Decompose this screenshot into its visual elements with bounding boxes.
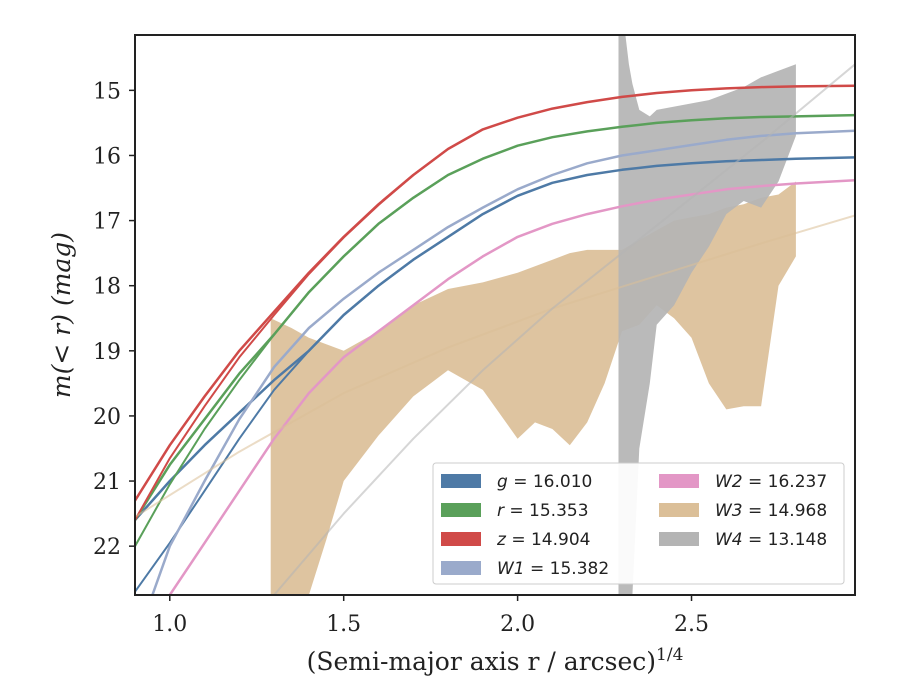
legend-swatch-w4 bbox=[659, 532, 699, 546]
y-tick-label: 18 bbox=[93, 275, 121, 300]
legend-label-r: r = 15.353 bbox=[497, 501, 589, 521]
curve-w3 bbox=[135, 214, 855, 518]
curve-w2 bbox=[168, 178, 855, 595]
legend-label-w4: W4 = 13.148 bbox=[715, 530, 827, 550]
x-tick-label: 2.0 bbox=[500, 612, 535, 637]
legend-swatch-g bbox=[441, 474, 481, 488]
legend-swatch-w3 bbox=[659, 503, 699, 517]
y-tick-label: 16 bbox=[93, 144, 121, 169]
x-tick-label: 1.5 bbox=[326, 612, 361, 637]
legend-swatch-w1 bbox=[441, 561, 481, 575]
x-axis-label: (Semi-major axis r / arcsec)1/4 bbox=[307, 645, 684, 676]
y-tick-label: 22 bbox=[93, 535, 121, 560]
y-tick-label: 17 bbox=[93, 210, 121, 235]
legend-swatch-w2 bbox=[659, 474, 699, 488]
legend-box bbox=[432, 462, 845, 585]
x-tick-label: 1.0 bbox=[152, 612, 187, 637]
curve-z bbox=[135, 84, 855, 502]
legend-swatch-z bbox=[441, 532, 481, 546]
legend-label-z: z = 14.904 bbox=[496, 530, 590, 550]
y-tick-label: 15 bbox=[93, 79, 121, 104]
plot-frame bbox=[134, 34, 856, 596]
curve-r bbox=[135, 113, 855, 521]
curve-w4 bbox=[273, 63, 855, 595]
band-w4 bbox=[618, 35, 796, 595]
y-tick-label: 20 bbox=[93, 405, 121, 430]
curve-w1 bbox=[151, 129, 855, 595]
legend-label-w2: W2 = 16.237 bbox=[715, 472, 827, 492]
y-tick-label: 19 bbox=[93, 340, 121, 365]
legend-swatch-r bbox=[441, 503, 481, 517]
y-tick-label: 21 bbox=[93, 470, 121, 495]
y-axis-label: m(< r) (mag) bbox=[47, 232, 76, 398]
legend-label-w3: W3 = 14.968 bbox=[715, 501, 827, 521]
legend-label-w1: W1 = 15.382 bbox=[497, 559, 609, 579]
x-axis-label-superscript: 1/4 bbox=[656, 645, 683, 665]
legend-label-g: g = 16.010 bbox=[497, 472, 592, 492]
x-tick-label: 2.5 bbox=[674, 612, 709, 637]
